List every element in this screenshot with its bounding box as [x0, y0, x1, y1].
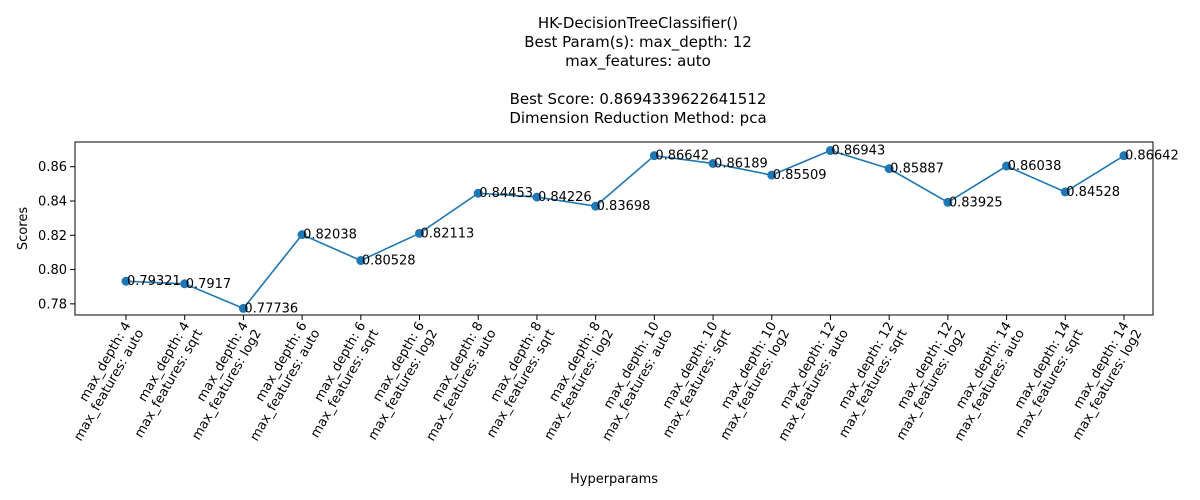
- chart-title-line: max_features: auto: [565, 52, 711, 71]
- data-label: 0.85509: [773, 168, 827, 183]
- chart-title-line: Dimension Reduction Method: pca: [509, 109, 766, 127]
- data-label: 0.86642: [655, 149, 709, 164]
- data-label: 0.85887: [890, 162, 944, 177]
- data-label: 0.86943: [831, 144, 885, 159]
- data-label: 0.80528: [362, 254, 416, 269]
- data-label: 0.82038: [303, 228, 357, 243]
- data-labels: 0.79321 0.7917 0.77736 0.82038 0.80528 0.8211…: [127, 144, 1179, 317]
- data-label: 0.77736: [244, 301, 298, 316]
- data-point: [238, 303, 248, 313]
- plot-area: [74, 141, 1154, 316]
- x-tick-label: max_depth: 4max_features: auto: [58, 319, 147, 443]
- data-point: [473, 188, 483, 198]
- data-point: [884, 164, 894, 174]
- data-point: [415, 228, 425, 238]
- data-point: [180, 279, 190, 289]
- data-point: [1119, 151, 1129, 161]
- data-point: [649, 151, 659, 161]
- chart-title: HK-DecisionTreeClassifier()Best Param(s)…: [509, 14, 766, 127]
- chart-title-line: HK-DecisionTreeClassifier(): [538, 14, 738, 32]
- chart-title-line: Best Score: 0.8694339622641512: [510, 90, 767, 108]
- data-label: 0.83698: [597, 199, 651, 214]
- data-point: [1060, 187, 1070, 197]
- data-label: 0.83925: [949, 195, 1003, 210]
- data-label: 0.84528: [1066, 185, 1120, 200]
- series-points: [121, 146, 1129, 313]
- data-label: 0.82113: [421, 226, 475, 241]
- y-tick-label: 0.84: [38, 194, 67, 209]
- y-tick-label: 0.80: [38, 263, 67, 278]
- data-label: 0.86038: [1008, 159, 1062, 174]
- y-tick-label: 0.78: [38, 297, 67, 312]
- y-tick-label: 0.82: [38, 229, 67, 244]
- data-point: [1002, 161, 1012, 171]
- x-axis: max_depth: 4max_features: automax_depth:…: [58, 315, 1145, 444]
- data-point: [532, 192, 542, 202]
- data-label: 0.84226: [538, 190, 592, 205]
- data-point: [121, 276, 131, 286]
- data-point: [591, 201, 601, 211]
- data-label: 0.7917: [186, 277, 232, 292]
- data-point: [943, 197, 953, 207]
- series-line: [125, 149, 1125, 310]
- y-axis-label: Scores: [16, 207, 31, 250]
- y-axis: 0.78 0.80 0.82 0.84 0.86: [38, 160, 75, 312]
- data-label: 0.79321: [127, 274, 181, 289]
- data-point: [767, 170, 777, 180]
- data-point: [708, 158, 718, 168]
- data-point: [356, 256, 366, 266]
- data-point: [825, 146, 835, 156]
- data-label: 0.84453: [479, 186, 533, 201]
- data-label: 0.86189: [714, 156, 768, 171]
- y-tick-label: 0.86: [38, 160, 67, 175]
- data-label: 0.86642: [1125, 149, 1179, 164]
- chart-title-line: Best Param(s): max_depth: 12: [524, 33, 752, 52]
- data-point: [297, 230, 307, 240]
- x-axis-label: Hyperparams: [570, 472, 658, 487]
